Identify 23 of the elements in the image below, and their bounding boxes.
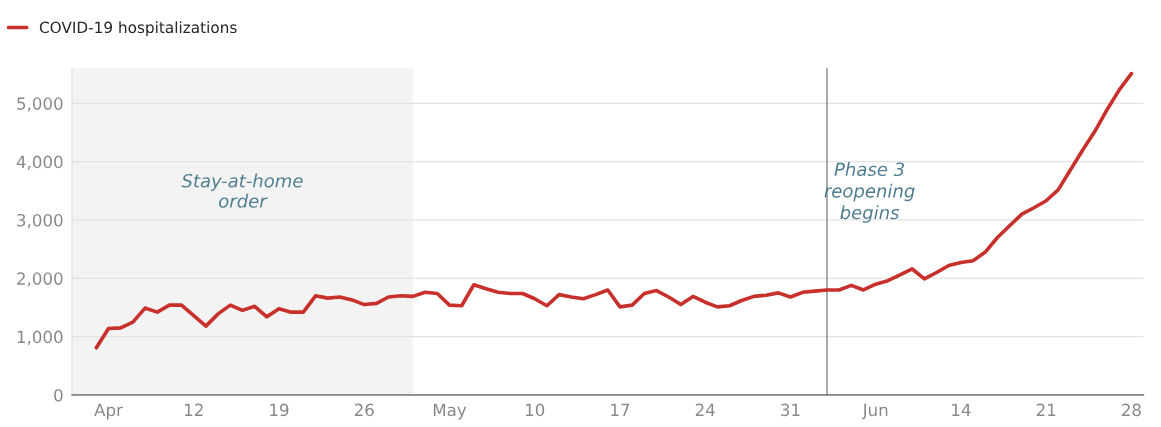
- ref-line-label: Phase 3 reopening begins: [824, 162, 915, 223]
- x-tick-label: 19: [270, 403, 289, 417]
- x-tick-label: 17: [611, 403, 630, 416]
- x-tick-label: 24: [695, 403, 715, 416]
- y-tick-label: 0: [54, 388, 63, 402]
- x-tick-label: 31: [781, 403, 800, 417]
- y-tick-label: 3,000: [17, 213, 63, 229]
- x-tick-label: 26: [354, 403, 374, 417]
- x-tick-label: May: [433, 403, 467, 420]
- band-label: Stay-at-home order: [181, 173, 303, 208]
- x-tick-label: Apr: [94, 403, 123, 420]
- x-tick-label: 14: [952, 403, 971, 416]
- y-tick-label: 1,000: [17, 330, 63, 345]
- x-tick-label: 28: [1122, 403, 1141, 417]
- x-tick-label: Jun: [861, 403, 888, 420]
- y-tick-label: 4,000: [16, 155, 63, 170]
- x-tick-label: 10: [525, 403, 545, 417]
- x-tick-label: 21: [1036, 403, 1056, 416]
- y-tick-label: 5,000: [17, 97, 63, 112]
- x-tick-label: 12: [184, 403, 203, 416]
- legend-label: COVID-19 hospitalizations: [39, 21, 237, 37]
- y-tick-label: 2,000: [17, 272, 63, 287]
- line-series: [94, 71, 1134, 350]
